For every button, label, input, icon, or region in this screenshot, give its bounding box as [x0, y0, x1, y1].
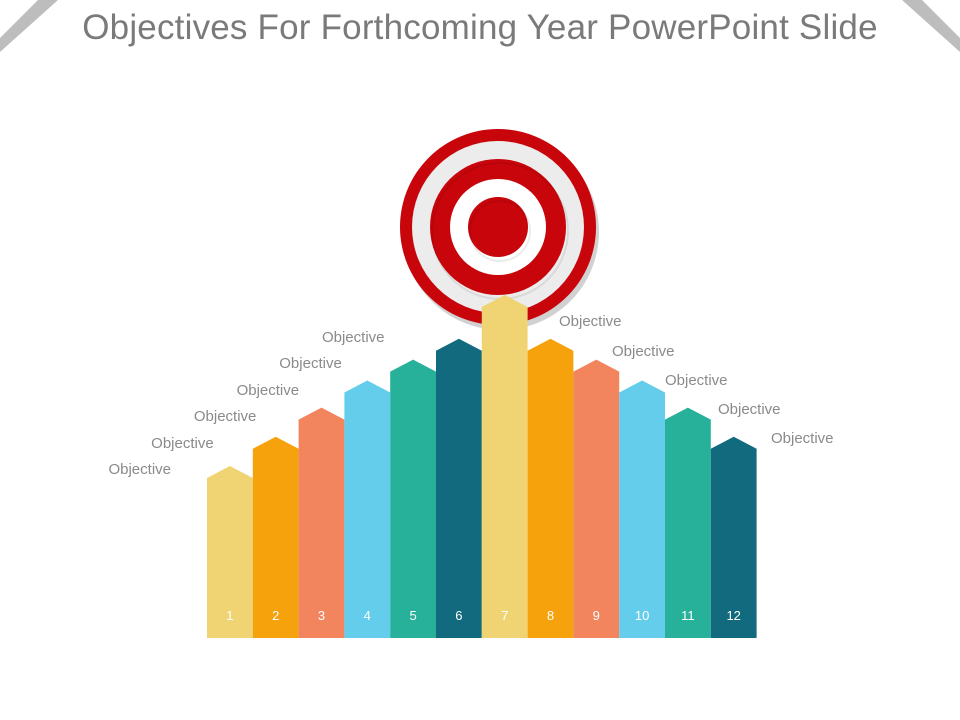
objective-label-6: Objective — [322, 329, 385, 346]
objective-label-5: Objective — [279, 355, 342, 372]
objective-label-1: Objective — [108, 461, 171, 478]
labels-group: Objective Objective Objective Objective Obje… — [108, 313, 833, 478]
target-icon — [400, 129, 599, 330]
bar-5 — [390, 359, 436, 638]
bar-number: 5 — [409, 608, 416, 623]
bar-1 — [207, 466, 253, 638]
bar-9 — [573, 359, 620, 638]
target-ring — [468, 197, 528, 257]
bar-number: 11 — [681, 608, 695, 623]
bar-2 — [252, 436, 299, 638]
objective-label-8: Objective — [559, 313, 622, 330]
bar-8 — [527, 338, 574, 638]
bar-7 — [481, 295, 528, 638]
corner-decoration-right — [900, 0, 960, 60]
objective-label-2: Objective — [151, 435, 214, 452]
objective-label-10: Objective — [665, 372, 728, 389]
bar-number: 4 — [364, 608, 371, 623]
bar-number: 1 — [226, 608, 233, 623]
bars-group: 1 2 3 4 5 6 7 8 9 10 11 12 — [207, 295, 757, 638]
bar-number: 6 — [455, 608, 462, 623]
corner-decoration-left — [0, 0, 60, 60]
bar-number: 9 — [593, 608, 600, 623]
target-ring-shadow — [469, 200, 531, 262]
bar-10 — [619, 380, 665, 638]
bar-number: 12 — [726, 608, 740, 623]
objective-label-9: Objective — [612, 343, 675, 360]
bar-number: 7 — [501, 608, 508, 623]
slide-title: Objectives For Forthcoming Year PowerPoi… — [82, 8, 878, 47]
objective-label-12: Objective — [771, 430, 834, 447]
bar-number: 3 — [318, 608, 325, 623]
bar-number: 2 — [272, 608, 279, 623]
bar-number: 8 — [547, 608, 554, 623]
bar-11 — [665, 407, 711, 638]
bar-6 — [436, 338, 482, 638]
bar-12 — [710, 436, 757, 638]
bar-number: 10 — [635, 608, 649, 623]
objective-label-3: Objective — [194, 408, 257, 425]
bar-3 — [298, 407, 345, 638]
objective-label-11: Objective — [718, 401, 781, 418]
bar-4 — [344, 380, 391, 638]
objective-label-4: Objective — [237, 382, 300, 399]
